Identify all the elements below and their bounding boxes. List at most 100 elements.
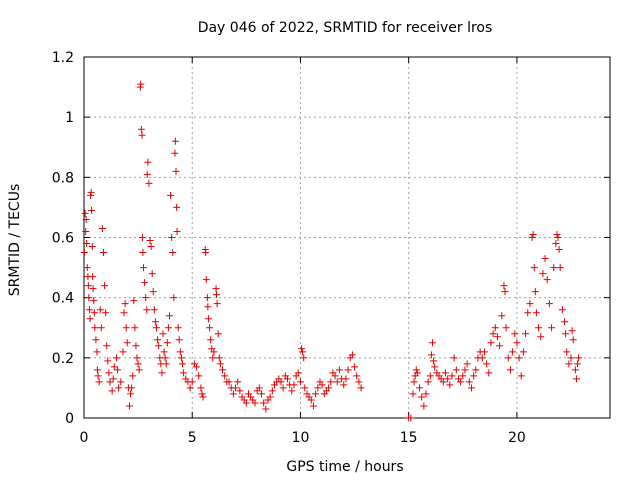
data-point [422,390,430,398]
data-point [357,384,365,392]
data-point [552,240,560,248]
data-point [173,203,181,211]
data-point [480,348,488,356]
data-point [209,354,217,362]
x-tick-label: 20 [508,430,526,446]
data-point [214,330,222,338]
data-point [169,249,177,257]
data-point [167,191,175,199]
data-point [426,372,434,380]
data-point [138,234,146,241]
data-point [565,360,573,368]
data-point [550,264,558,272]
data-point [128,384,136,392]
data-point [88,206,96,214]
axis-ticks: 0 0.2 0.4 0.6 0.8 1 1.2 0 5 10 15 20 [52,50,610,446]
data-point [134,360,142,368]
data-point [106,378,114,386]
data-point [84,282,92,290]
data-point [122,324,130,332]
data-point [348,351,356,359]
data-point [204,315,212,323]
y-tick-label: 1 [65,110,74,126]
data-point [502,324,510,332]
y-tick-label: 0.8 [52,170,74,186]
data-point [99,249,107,257]
data-point [522,330,530,338]
data-point [199,393,207,401]
data-point [85,306,93,314]
data-point [493,333,501,341]
data-point [202,276,210,284]
data-point [530,264,538,272]
data-point [171,137,179,145]
data-point [529,230,537,238]
data-point [221,372,229,380]
data-point [197,384,205,392]
data-point [429,339,437,347]
data-point [176,348,184,356]
data-point [325,384,333,392]
data-point [571,366,579,374]
data-point [155,342,163,350]
data-point [81,209,89,217]
data-point [242,399,250,407]
data-point [558,306,566,314]
data-point [117,378,125,386]
data-point [257,390,265,398]
data-point [327,378,335,386]
data-point [178,360,186,368]
data-point [496,342,504,350]
data-point [150,306,158,314]
data-point [553,230,561,238]
data-point [487,339,495,347]
y-tick-label: 1.2 [52,50,74,66]
y-tick-label: 0.2 [52,351,74,367]
data-point [151,318,159,326]
data-point [562,330,570,338]
data-point [83,240,91,248]
data-point [424,378,432,386]
data-point [500,282,508,290]
data-point [412,366,420,374]
data-point [108,387,116,395]
data-point [413,369,421,377]
data-point [92,336,100,344]
data-point [229,390,237,398]
data-point [309,402,317,410]
data-point [215,354,223,362]
data-point [120,309,128,317]
data-point [138,131,146,139]
data-point [86,191,94,199]
data-point [409,390,417,398]
data-point [170,294,178,302]
y-tick-label: 0.6 [52,231,74,247]
data-point [154,336,162,344]
data-point [465,378,473,386]
data-point [213,300,221,308]
data-point [463,360,471,368]
data-point [103,342,111,350]
data-point [112,354,120,362]
data-point [459,372,467,380]
data-point [307,396,315,404]
data-point [513,339,521,347]
data-point [141,279,149,287]
data-point [351,363,359,371]
data-point [135,366,143,374]
data-point [410,378,418,386]
data-point [90,309,98,317]
data-point [133,354,141,362]
data-point [545,300,553,308]
data-point [541,255,549,263]
data-point [515,354,523,362]
data-point [427,351,435,359]
x-tick-label: 15 [400,430,418,446]
data-point [418,393,426,401]
data-point [146,237,154,245]
data-point [333,378,341,386]
data-point [129,372,137,380]
data-point [260,399,268,407]
data-point [90,297,98,305]
